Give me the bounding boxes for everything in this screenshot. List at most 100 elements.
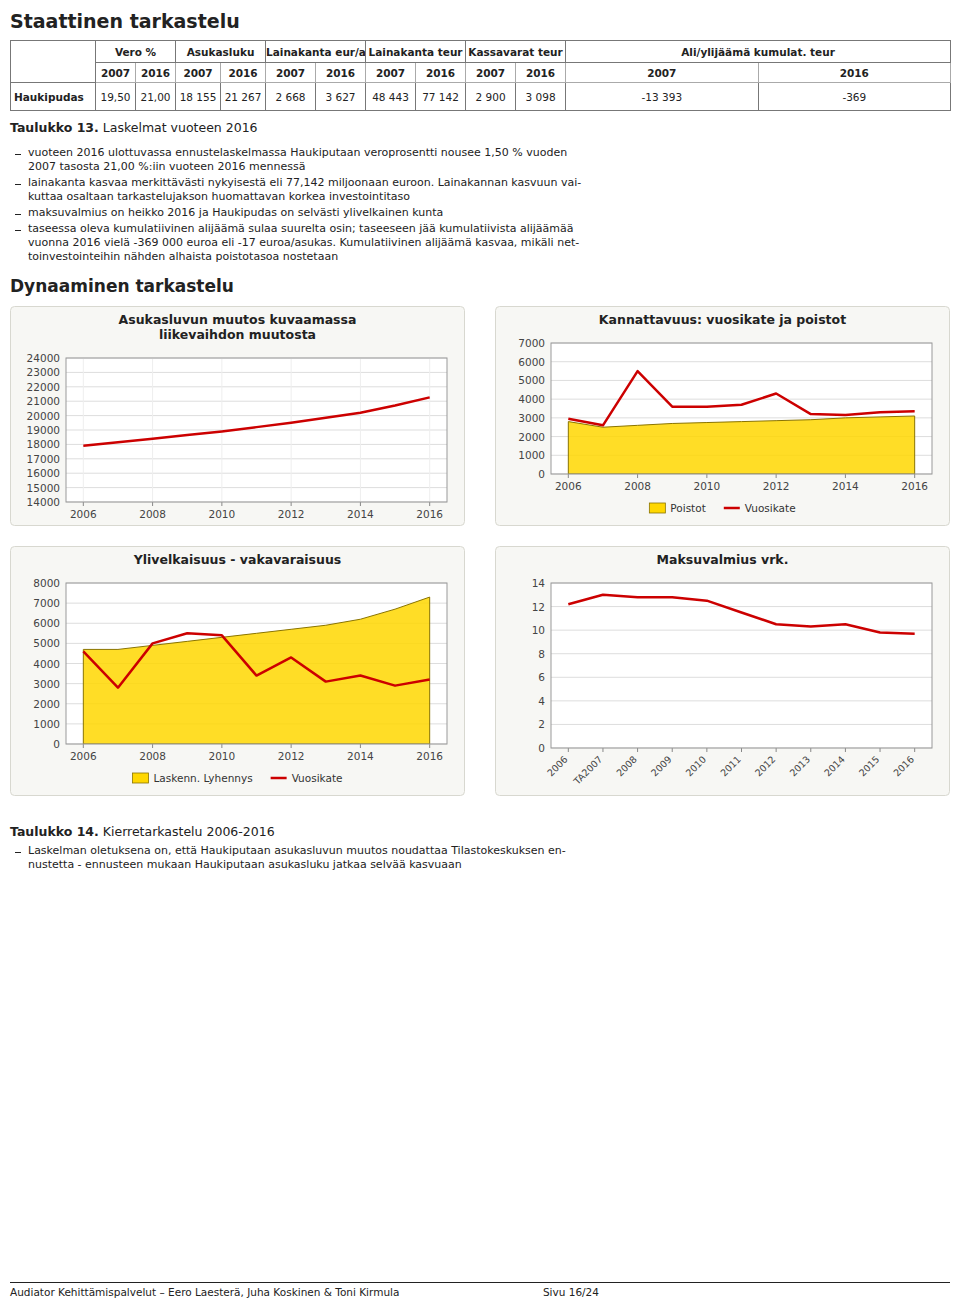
grid-line-y [551, 677, 932, 678]
table-header: Ali/ylijäämä kumulat. teur [566, 41, 951, 63]
y-tick-label: 1000 [33, 718, 60, 730]
table-header-row: Vero %AsukaslukuLainakanta eur/asLainaka… [11, 41, 951, 63]
grid-line-x [360, 358, 361, 502]
y-tick-label: 7000 [33, 597, 60, 609]
chart-title-line: Maksuvalmius vrk. [657, 552, 789, 567]
legend-swatch [649, 503, 665, 513]
plot-frame [551, 343, 932, 474]
x-tick [221, 502, 222, 506]
x-tick [637, 748, 638, 752]
y-tick-label: 6000 [518, 356, 545, 368]
y-tick-label: 14 [532, 577, 546, 589]
table-subheader: 2007 [366, 63, 416, 83]
y-tick-label: 4 [538, 695, 545, 707]
chart-title: Maksuvalmius vrk. [657, 552, 789, 567]
y-tick-label: 22000 [27, 381, 60, 393]
legend: PoistotVuosikate [649, 502, 795, 514]
x-tick-label: 2014 [832, 480, 859, 492]
bullet-text: Laskelman oletuksena on, että Haukiputaa… [28, 844, 566, 872]
x-tick-label: 2008 [624, 480, 651, 492]
caption-text: Kierretarkastelu 2006-2016 [99, 824, 275, 839]
table-row-label: Haukipudas [11, 83, 96, 111]
table-subheader: 2007 [176, 63, 221, 83]
chart-title: Kannattavuus: vuosikate ja poistot [599, 312, 846, 327]
x-tick-label: 2010 [683, 754, 708, 779]
plot-area [551, 583, 932, 748]
plot-area [551, 343, 932, 474]
table-caption: Taulukko 14. Kierretarkastelu 2006-2016 [10, 824, 275, 839]
bullet-text: vuoteen 2016 ulottuvassa ennustelaskelma… [28, 146, 567, 174]
x-tick [706, 748, 707, 752]
table-header: Vero % [96, 41, 176, 63]
grid-line-y [66, 603, 447, 604]
x-tick [776, 748, 777, 752]
bullet-dash [15, 214, 21, 215]
x-tick [360, 744, 361, 748]
x-tick-label: 2008 [614, 754, 639, 779]
x-tick [152, 502, 153, 506]
x-tick [360, 502, 361, 506]
y-tick-label: 3000 [33, 678, 60, 690]
line [83, 397, 429, 445]
grid-line-y [551, 700, 932, 701]
x-tick-label: 2012 [763, 480, 790, 492]
x-tick-label: 2011 [718, 754, 743, 779]
table-subheader: 2016 [516, 63, 566, 83]
table-header: Asukasluku [176, 41, 266, 63]
y-tick-label: 8 [538, 648, 545, 660]
x-tick [602, 748, 603, 752]
x-tick-label: 2016 [416, 508, 443, 520]
grid-line-y [66, 487, 447, 488]
chart-panel [496, 547, 950, 796]
x-tick-label: 2008 [139, 508, 166, 520]
bullet-dash [15, 184, 21, 185]
x-tick [152, 744, 153, 748]
table-cell: 21,00 [136, 83, 176, 111]
caption-text: Laskelmat vuoteen 2016 [99, 120, 258, 135]
table-cell: 19,50 [96, 83, 136, 111]
table-cell: 21 267 [221, 83, 266, 111]
chart-title-line: Ylivelkaisuus - vakavaraisuus [133, 552, 342, 567]
y-tick-label: 3000 [518, 412, 545, 424]
y-tick-label: 2000 [518, 431, 545, 443]
y-tick-label: 5000 [518, 374, 545, 386]
grid-line-y [66, 430, 447, 431]
plot-frame [551, 583, 932, 748]
series-group [83, 397, 429, 445]
section-title: Dynaaminen tarkastelu [10, 276, 234, 296]
x-tick-label: 2009 [649, 754, 674, 779]
x-tick [741, 748, 742, 752]
series-group [568, 595, 914, 634]
x-tick [291, 744, 292, 748]
grid-line-y [66, 473, 447, 474]
table-cell: 2 668 [266, 83, 316, 111]
page-title: Staattinen tarkastelu [10, 10, 240, 32]
x-tick [810, 748, 811, 752]
grid-line-y [551, 361, 932, 362]
table-subheader: 2007 [466, 63, 516, 83]
y-tick-label: 8000 [33, 577, 60, 589]
x-tick-label: 2014 [822, 754, 847, 779]
x-tick-label: 2016 [416, 750, 443, 762]
y-tick-label: 4000 [33, 658, 60, 670]
plot-frame [66, 358, 447, 502]
y-tick-label: 4000 [518, 393, 545, 405]
y-tick-label: 12 [532, 601, 545, 613]
caption-label: Taulukko 13. [10, 120, 99, 135]
chart-title: Ylivelkaisuus - vakavaraisuus [133, 552, 342, 567]
legend-swatch [133, 773, 149, 783]
bullet-dash [15, 852, 21, 853]
table-subheader: 2016 [316, 63, 366, 83]
y-tick-label: 23000 [27, 366, 60, 378]
y-tick-label: 1000 [518, 449, 545, 461]
footer-text: Audiator Kehittämispalvelut – Eero Laest… [10, 1286, 599, 1298]
grid-line-y [551, 653, 932, 654]
y-tick-label: 0 [538, 742, 545, 754]
x-tick-label: 2010 [693, 480, 720, 492]
table-subheader: 2016 [416, 63, 466, 83]
x-tick [291, 502, 292, 506]
table-subheader: 2007 [96, 63, 136, 83]
chart-panel [496, 307, 950, 526]
x-tick-label: 2010 [208, 750, 235, 762]
y-tick-label: 24000 [27, 352, 60, 364]
